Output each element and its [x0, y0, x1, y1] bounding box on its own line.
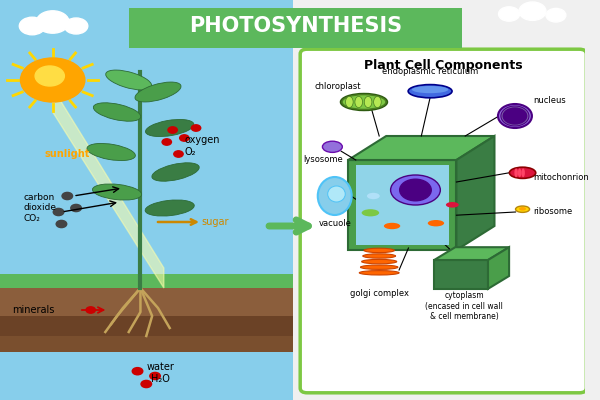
Polygon shape [434, 247, 509, 260]
Circle shape [62, 192, 73, 200]
Circle shape [20, 58, 85, 102]
Circle shape [132, 368, 143, 375]
FancyBboxPatch shape [0, 336, 293, 352]
Text: water
H₂O: water H₂O [147, 362, 175, 384]
Ellipse shape [498, 104, 532, 128]
Ellipse shape [363, 254, 395, 258]
Ellipse shape [318, 177, 352, 215]
Ellipse shape [514, 168, 518, 177]
Circle shape [546, 8, 566, 22]
FancyBboxPatch shape [0, 316, 293, 336]
Circle shape [168, 127, 178, 133]
Ellipse shape [94, 103, 141, 121]
Text: cytoplasm
(encased in cell wall
& cell membrane): cytoplasm (encased in cell wall & cell m… [425, 291, 503, 321]
Polygon shape [53, 88, 164, 288]
Text: golgi complex: golgi complex [350, 289, 409, 298]
Circle shape [64, 18, 88, 34]
Circle shape [53, 208, 64, 216]
Text: ribosome: ribosome [533, 208, 573, 216]
Ellipse shape [87, 144, 136, 160]
Ellipse shape [152, 163, 199, 181]
Ellipse shape [367, 193, 380, 199]
FancyBboxPatch shape [0, 352, 293, 400]
FancyBboxPatch shape [300, 49, 586, 393]
Ellipse shape [145, 200, 194, 216]
Text: mitochonrion: mitochonrion [533, 173, 589, 182]
Text: sugar: sugar [202, 217, 229, 227]
Ellipse shape [359, 270, 399, 275]
Text: carbon
dioxide
CO₂: carbon dioxide CO₂ [23, 193, 56, 223]
Ellipse shape [521, 168, 525, 177]
Ellipse shape [92, 184, 142, 200]
Circle shape [519, 2, 546, 20]
Ellipse shape [362, 209, 379, 216]
Ellipse shape [364, 96, 372, 108]
Ellipse shape [384, 223, 400, 229]
Text: endoplasmic reticulum: endoplasmic reticulum [382, 67, 478, 76]
Ellipse shape [412, 86, 448, 93]
Ellipse shape [346, 96, 353, 108]
Circle shape [86, 307, 95, 313]
FancyBboxPatch shape [0, 280, 293, 400]
Ellipse shape [342, 95, 386, 109]
Ellipse shape [519, 207, 526, 210]
Circle shape [36, 11, 69, 33]
Text: lysosome: lysosome [303, 155, 343, 164]
FancyBboxPatch shape [434, 260, 488, 289]
Circle shape [174, 151, 183, 157]
Ellipse shape [106, 70, 152, 90]
Circle shape [400, 179, 431, 201]
Circle shape [56, 220, 67, 228]
Circle shape [71, 204, 82, 212]
Text: vacuole: vacuole [318, 219, 351, 228]
Ellipse shape [355, 96, 362, 108]
Circle shape [150, 372, 160, 380]
Ellipse shape [391, 175, 440, 205]
Ellipse shape [364, 248, 394, 253]
Ellipse shape [428, 220, 444, 226]
Ellipse shape [361, 265, 398, 270]
Circle shape [191, 125, 201, 131]
Circle shape [141, 380, 152, 388]
Circle shape [35, 66, 64, 86]
Ellipse shape [374, 96, 381, 108]
Ellipse shape [146, 120, 194, 136]
Text: sunlight: sunlight [44, 149, 90, 159]
Ellipse shape [515, 206, 530, 212]
Text: chloroplast: chloroplast [315, 82, 361, 91]
Text: PHOTOSYNTHESIS: PHOTOSYNTHESIS [189, 16, 402, 36]
Ellipse shape [509, 167, 536, 178]
Circle shape [19, 17, 45, 35]
FancyBboxPatch shape [0, 274, 293, 288]
FancyBboxPatch shape [129, 8, 462, 48]
FancyBboxPatch shape [0, 288, 293, 316]
Ellipse shape [518, 168, 521, 177]
Circle shape [162, 139, 172, 145]
Circle shape [503, 108, 527, 124]
Text: oxygen
O₂: oxygen O₂ [184, 135, 220, 157]
Polygon shape [348, 136, 494, 160]
Ellipse shape [341, 94, 388, 110]
Ellipse shape [501, 106, 529, 126]
Polygon shape [488, 247, 509, 289]
FancyBboxPatch shape [348, 160, 457, 250]
Ellipse shape [408, 84, 452, 98]
Text: Plant Cell Components: Plant Cell Components [364, 60, 523, 72]
Polygon shape [457, 136, 494, 250]
Ellipse shape [135, 82, 181, 102]
Ellipse shape [328, 186, 345, 202]
Text: minerals: minerals [12, 305, 54, 315]
Circle shape [499, 7, 520, 21]
Ellipse shape [322, 141, 343, 152]
Ellipse shape [446, 202, 459, 208]
FancyBboxPatch shape [0, 0, 293, 288]
Ellipse shape [362, 260, 397, 264]
FancyBboxPatch shape [356, 165, 449, 245]
Text: nucleus: nucleus [533, 96, 566, 105]
Circle shape [179, 135, 189, 141]
